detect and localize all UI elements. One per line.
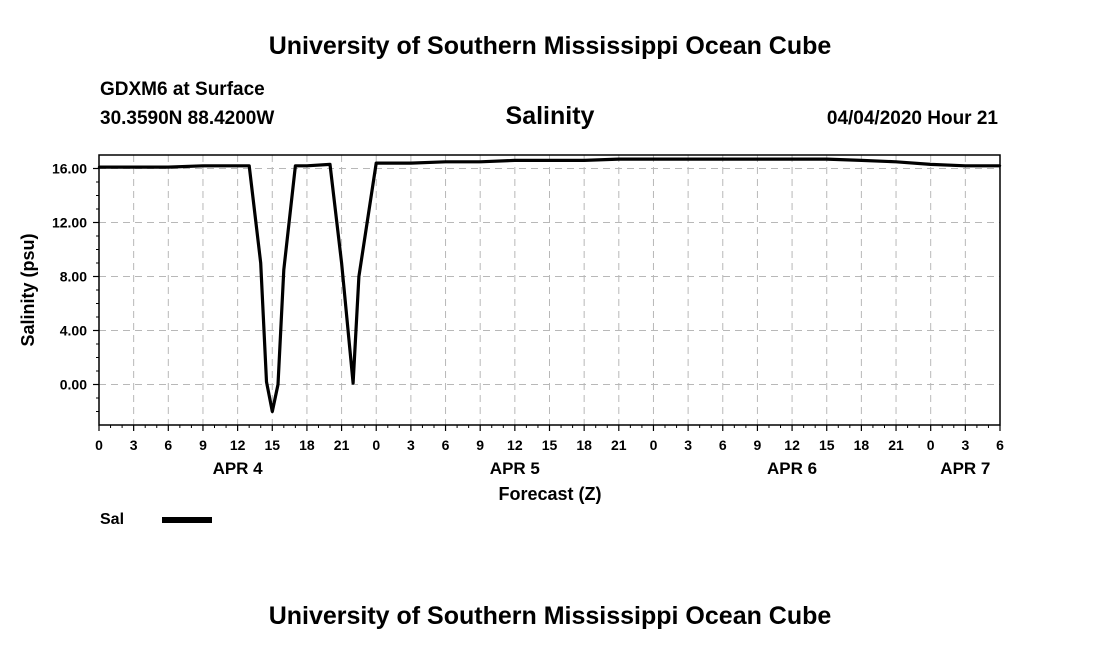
salinity-data-point (479, 160, 482, 163)
salinity-data-point (929, 163, 932, 166)
x-tick-label: 15 (264, 437, 280, 453)
x-tick-label: 18 (854, 437, 870, 453)
salinity-series-line (99, 157, 1000, 414)
top-title: University of Southern Mississippi Ocean… (269, 32, 832, 60)
axes: 16.00 12.00 8.00 4.00 0.00 0 3 6 9 12 15 18 21 0 3 6 9 12… (52, 161, 1004, 479)
salinity-data-point (294, 164, 297, 167)
bottom-title: University of Southern Mississippi Ocean… (269, 602, 832, 630)
x-tick-label: 6 (164, 437, 172, 453)
forecast-datetime: 04/04/2020 Hour 21 (827, 108, 999, 129)
salinity-data-point (825, 157, 828, 161)
salinity-data-point (721, 157, 724, 161)
y-tick-label: 0.00 (60, 377, 87, 393)
x-tick-label: 0 (650, 437, 658, 453)
x-tick-label: 12 (784, 437, 800, 453)
salinity-data-point (259, 261, 262, 265)
day-label: APR 7 (940, 459, 990, 478)
station-coords: 30.3590N 88.4200W (100, 108, 274, 129)
y-tick-label: 8.00 (60, 269, 87, 285)
y-tick-label: 12.00 (52, 215, 87, 231)
x-tick-label: 6 (719, 437, 727, 453)
salinity-data-point (167, 165, 170, 169)
salinity-data-point (860, 159, 863, 162)
salinity-data-point (652, 157, 655, 161)
salinity-data-point (305, 164, 309, 167)
salinity-data-point (132, 165, 135, 169)
x-tick-label: 12 (507, 437, 523, 453)
grid-lines (99, 155, 1000, 425)
x-tick-label: 3 (961, 437, 969, 453)
salinity-data-point (998, 164, 1002, 167)
salinity-data-point (686, 157, 690, 161)
x-tick-label: 9 (754, 437, 762, 453)
salinity-data-point (894, 160, 898, 163)
x-tick-label: 0 (95, 437, 103, 453)
salinity-data-point (351, 381, 355, 385)
salinity-data-point (617, 157, 620, 161)
x-tick-label: 21 (888, 437, 904, 453)
x-tick-label: 9 (476, 437, 484, 453)
salinity-data-point (756, 157, 759, 161)
x-tick-label: 6 (996, 437, 1004, 453)
salinity-data-point (409, 161, 413, 165)
x-axis-label: Forecast (Z) (498, 484, 601, 504)
station-name: GDXM6 at Surface (100, 79, 265, 100)
x-tick-label: 12 (230, 437, 246, 453)
salinity-data-point (276, 383, 280, 386)
day-label: APR 4 (213, 459, 264, 478)
legend-label: Sal (100, 511, 124, 528)
salinity-data-point (201, 164, 205, 167)
day-label: APR 6 (767, 459, 817, 478)
salinity-data-point (282, 268, 285, 271)
salinity-data-point (340, 261, 343, 265)
x-tick-label: 3 (130, 437, 138, 453)
x-tick-label: 9 (199, 437, 207, 453)
salinity-data-point (97, 165, 101, 169)
plot-title: Salinity (506, 102, 595, 130)
x-tick-label: 18 (576, 437, 592, 453)
salinity-data-point (271, 410, 274, 413)
salinity-data-point (964, 164, 967, 167)
salinity-data-point (236, 164, 239, 167)
series-layer (97, 157, 1002, 414)
y-tick-label: 16.00 (52, 161, 87, 177)
day-label: APR 5 (490, 459, 540, 478)
x-tick-label: 21 (611, 437, 627, 453)
y-axis-label: Salinity (psu) (18, 233, 38, 346)
salinity-data-point (357, 275, 361, 278)
x-tick-label: 21 (334, 437, 350, 453)
x-tick-label: 18 (299, 437, 315, 453)
x-tick-label: 6 (442, 437, 450, 453)
x-tick-label: 0 (927, 437, 935, 453)
x-tick-label: 0 (372, 437, 380, 453)
y-tick-label: 4.00 (60, 323, 87, 339)
x-tick-label: 3 (407, 437, 415, 453)
salinity-data-point (513, 159, 516, 162)
x-tick-label: 3 (684, 437, 692, 453)
salinity-data-point (248, 164, 251, 167)
salinity-data-point (583, 159, 586, 162)
salinity-data-point (444, 160, 447, 163)
x-tick-label: 15 (542, 437, 558, 453)
x-tick-label: 15 (819, 437, 835, 453)
salinity-data-point (265, 380, 268, 383)
salinity-data-point (548, 159, 551, 162)
salinity-data-point (375, 161, 378, 165)
salinity-data-point (328, 163, 332, 166)
salinity-data-point (790, 157, 794, 161)
